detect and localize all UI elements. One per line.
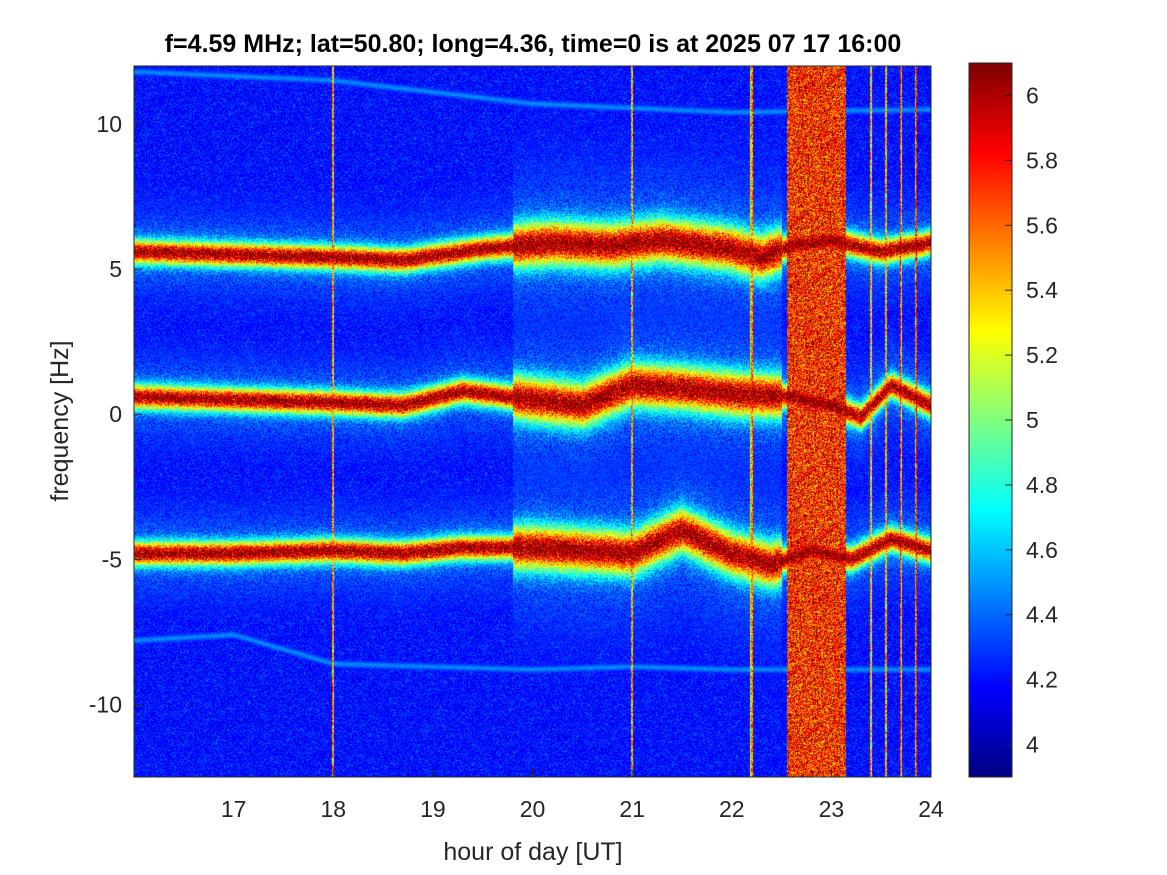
x-tick-label: 24 bbox=[918, 796, 944, 822]
y-tick-label: -10 bbox=[89, 691, 122, 717]
colorbar-tick-label: 5 bbox=[1026, 407, 1039, 433]
y-tick-label: 5 bbox=[109, 256, 122, 282]
colorbar-tick-label: 5.6 bbox=[1026, 212, 1058, 238]
x-axis: 17 18 19 20 21 22 23 24 bbox=[221, 769, 944, 822]
y-tick-label: -5 bbox=[102, 546, 122, 572]
y-axis-label: frequency [Hz] bbox=[46, 340, 74, 501]
colorbar-gradient bbox=[969, 63, 1012, 777]
colorbar-tick-label: 6 bbox=[1026, 82, 1039, 108]
x-tick-label: 23 bbox=[819, 796, 845, 822]
chart-title: f=4.59 MHz; lat=50.80; long=4.36, time=0… bbox=[165, 30, 902, 58]
y-tick-label: 10 bbox=[96, 111, 122, 137]
x-tick-label: 17 bbox=[221, 796, 247, 822]
colorbar-axis: 4 4.2 4.4 4.6 4.8 5 5.2 5.4 5.6 5.8 6 bbox=[1005, 82, 1058, 758]
colorbar-tick-label: 5.4 bbox=[1026, 277, 1058, 303]
plot-area bbox=[133, 65, 932, 778]
x-tick-label: 18 bbox=[320, 796, 346, 822]
x-tick-label: 20 bbox=[520, 796, 546, 822]
x-tick-label: 19 bbox=[420, 796, 446, 822]
x-tick-label: 21 bbox=[619, 796, 645, 822]
colorbar-tick-label: 5.2 bbox=[1026, 342, 1058, 368]
colorbar-tick-label: 5.8 bbox=[1026, 147, 1058, 173]
x-tick-label: 22 bbox=[719, 796, 745, 822]
colorbar-tick-label: 4.4 bbox=[1026, 602, 1058, 628]
colorbar-tick-label: 4.2 bbox=[1026, 667, 1058, 693]
colorbar: 4 4.2 4.4 4.6 4.8 5 5.2 5.4 5.6 5.8 6 bbox=[968, 62, 1058, 778]
y-tick-label: 0 bbox=[109, 401, 122, 427]
spectrogram-heatmap bbox=[134, 66, 931, 777]
colorbar-tick-label: 4 bbox=[1026, 732, 1039, 758]
x-axis-label: hour of day [UT] bbox=[443, 838, 622, 866]
y-axis: -10 -5 0 5 10 bbox=[89, 111, 142, 717]
colorbar-tick-label: 4.8 bbox=[1026, 472, 1058, 498]
colorbar-tick-label: 4.6 bbox=[1026, 537, 1058, 563]
